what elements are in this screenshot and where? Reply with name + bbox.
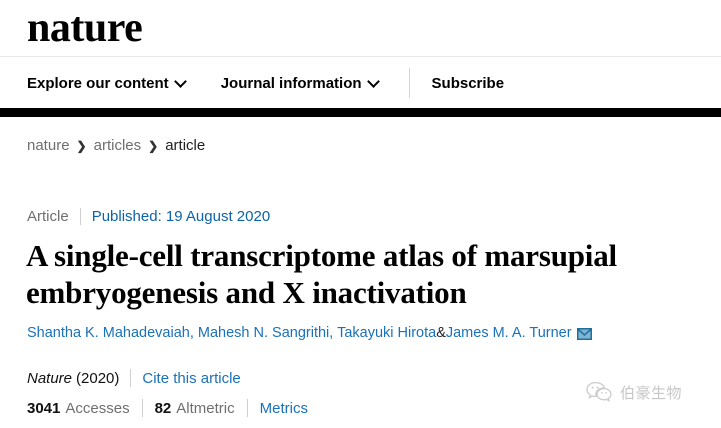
citation-year: (2020) [76,369,120,387]
nav-divider [408,68,410,98]
nav-item-explore-our-content[interactable]: Explore our content [27,75,185,92]
nav-item-label: Explore our content [27,74,169,92]
article-type-label: Article [27,208,69,225]
page-title: A single-cell transcriptome atlas of mar… [26,238,617,310]
citation-journal: Nature [27,369,73,387]
altmetric-count: 82 [154,399,172,417]
citation-line: Nature (2020) Cite this article [27,369,241,387]
primary-navigation: Explore our content Journal information … [0,58,721,108]
watermark-label: 伯豪生物 [620,384,683,402]
nav-item-journal-information[interactable]: Journal information [221,75,378,92]
metrics-divider [246,399,248,417]
envelope-icon[interactable] [576,328,592,340]
nav-item-subscribe[interactable]: Subscribe [432,75,505,92]
breadcrumb-item-article: article [165,137,206,154]
masthead-black-rule [0,108,721,117]
metrics-link[interactable]: Metrics [259,399,308,417]
cite-this-article-link[interactable]: Cite this article [142,369,241,387]
nav-item-label: Journal information [220,74,362,92]
corresponding-author-name[interactable]: James M. A. Turner [445,325,572,341]
author-names[interactable]: Shantha K. Mahadevaiah, Mahesh N. Sangri… [27,325,437,341]
altmetric-label: Altmetric [176,399,235,417]
breadcrumb-separator-icon: ❯ [76,138,87,153]
nature-logo[interactable]: nature [27,5,143,51]
nav-item-label: Subscribe [431,74,505,92]
article-meta: Article Published: 19 August 2020 [27,208,270,225]
breadcrumb-item-nature[interactable]: nature [27,137,70,154]
chevron-down-icon [176,77,185,86]
breadcrumb: nature ❯ articles ❯ article [27,137,205,154]
wechat-icon [586,381,612,403]
breadcrumb-separator-icon: ❯ [148,138,159,153]
chevron-down-icon [369,77,378,86]
breadcrumb-item-articles[interactable]: articles [93,137,142,154]
metrics-line: 3041 Accesses 82 Altmetric Metrics [27,399,308,417]
author-conjunction: & [436,325,446,341]
meta-divider [79,208,81,225]
site-masthead: nature [0,0,721,57]
metrics-divider [141,399,143,417]
published-date[interactable]: Published: 19 August 2020 [91,208,271,225]
citation-divider [130,369,132,387]
accesses-label: Accesses [65,399,130,417]
author-list: Shantha K. Mahadevaiah, Mahesh N. Sangri… [27,325,592,341]
accesses-count: 3041 [27,399,61,417]
wechat-watermark: 伯豪生物 [586,381,682,403]
